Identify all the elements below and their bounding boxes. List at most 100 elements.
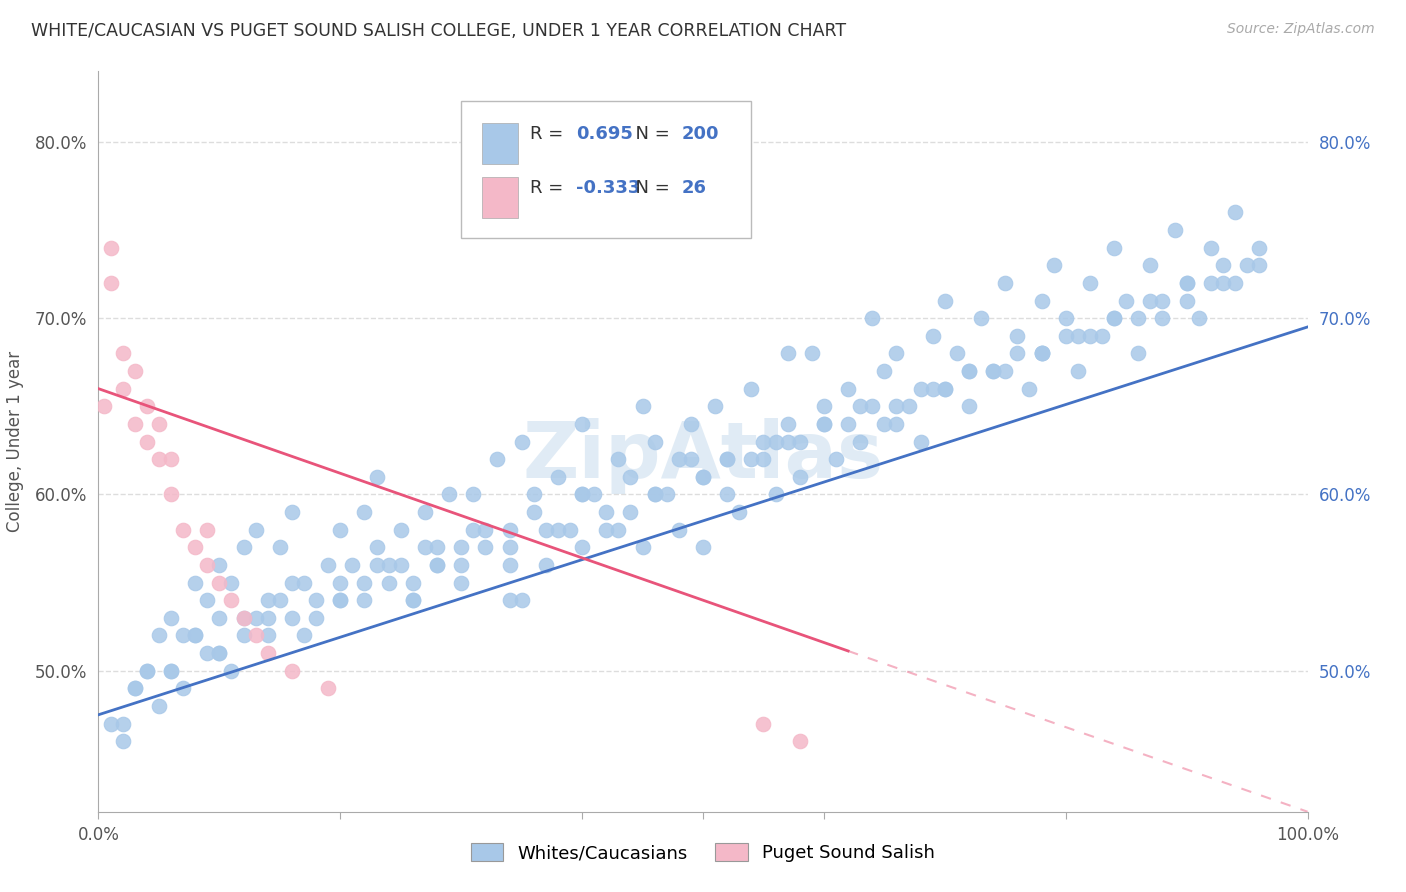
Point xyxy=(148,698,170,713)
Point xyxy=(994,364,1017,378)
Point xyxy=(148,628,170,642)
Point xyxy=(195,593,218,607)
Point xyxy=(474,541,496,555)
Text: 0.695: 0.695 xyxy=(576,125,633,143)
Point xyxy=(776,346,799,360)
Point xyxy=(595,523,617,537)
Point xyxy=(849,399,872,413)
Point xyxy=(124,417,146,431)
Point xyxy=(910,382,932,396)
Point xyxy=(752,716,775,731)
Point xyxy=(1054,311,1077,326)
Point xyxy=(510,593,533,607)
Point xyxy=(195,558,218,572)
Point xyxy=(353,593,375,607)
Point xyxy=(124,364,146,378)
Point xyxy=(1078,328,1101,343)
Point xyxy=(377,558,399,572)
Point xyxy=(93,399,115,413)
Point xyxy=(716,452,738,467)
Point xyxy=(813,417,835,431)
Point xyxy=(184,628,207,642)
Point xyxy=(631,399,654,413)
Point xyxy=(704,399,727,413)
Point xyxy=(692,470,714,484)
Point xyxy=(934,382,956,396)
Point xyxy=(329,523,352,537)
Point xyxy=(281,664,304,678)
Point xyxy=(245,628,267,642)
Point xyxy=(1067,364,1090,378)
Point xyxy=(269,541,291,555)
Point xyxy=(595,505,617,519)
Point xyxy=(776,434,799,449)
Point xyxy=(837,417,859,431)
Point xyxy=(221,575,243,590)
Point xyxy=(232,628,254,642)
Point xyxy=(269,593,291,607)
Point xyxy=(1223,276,1246,290)
Point xyxy=(860,399,883,413)
Point xyxy=(148,452,170,467)
Point xyxy=(195,646,218,660)
Point xyxy=(981,364,1004,378)
Point xyxy=(1031,346,1053,360)
Point xyxy=(728,505,751,519)
Point xyxy=(256,628,278,642)
Point xyxy=(765,434,787,449)
Point xyxy=(463,487,485,501)
Point xyxy=(789,734,811,748)
Text: WHITE/CAUCASIAN VS PUGET SOUND SALISH COLLEGE, UNDER 1 YEAR CORRELATION CHART: WHITE/CAUCASIAN VS PUGET SOUND SALISH CO… xyxy=(31,22,846,40)
Point xyxy=(752,452,775,467)
Point xyxy=(160,487,183,501)
Point xyxy=(957,364,980,378)
Point xyxy=(1152,293,1174,308)
Point xyxy=(583,487,606,501)
Point xyxy=(366,470,388,484)
Point xyxy=(413,541,436,555)
Point xyxy=(813,417,835,431)
Point xyxy=(124,681,146,696)
Point xyxy=(256,646,278,660)
Point xyxy=(135,434,157,449)
Point xyxy=(1007,346,1029,360)
Point xyxy=(329,593,352,607)
Point xyxy=(172,681,194,696)
Point xyxy=(1175,293,1198,308)
Point xyxy=(886,346,908,360)
Point xyxy=(402,593,425,607)
Point xyxy=(184,541,207,555)
Point xyxy=(644,487,666,501)
Text: N =: N = xyxy=(624,125,676,143)
Point xyxy=(100,241,122,255)
Point xyxy=(921,328,943,343)
Text: R =: R = xyxy=(530,125,569,143)
Point xyxy=(849,434,872,449)
Point xyxy=(1139,258,1161,272)
Text: ZipAtlas: ZipAtlas xyxy=(523,418,883,494)
Point xyxy=(1031,346,1053,360)
Point xyxy=(329,575,352,590)
Point xyxy=(873,364,896,378)
FancyBboxPatch shape xyxy=(482,123,517,164)
Point xyxy=(245,611,267,625)
Point xyxy=(1054,328,1077,343)
Point xyxy=(619,470,641,484)
Point xyxy=(135,664,157,678)
Point xyxy=(547,523,569,537)
Point xyxy=(100,716,122,731)
Text: Source: ZipAtlas.com: Source: ZipAtlas.com xyxy=(1227,22,1375,37)
Point xyxy=(994,276,1017,290)
Point xyxy=(100,276,122,290)
Point xyxy=(498,523,520,537)
Point xyxy=(498,541,520,555)
Point xyxy=(1152,311,1174,326)
Point xyxy=(377,575,399,590)
Point xyxy=(510,434,533,449)
Point xyxy=(208,646,231,660)
Point xyxy=(1199,241,1222,255)
Point xyxy=(571,487,593,501)
Point xyxy=(402,575,425,590)
Point xyxy=(208,611,231,625)
Point xyxy=(413,505,436,519)
